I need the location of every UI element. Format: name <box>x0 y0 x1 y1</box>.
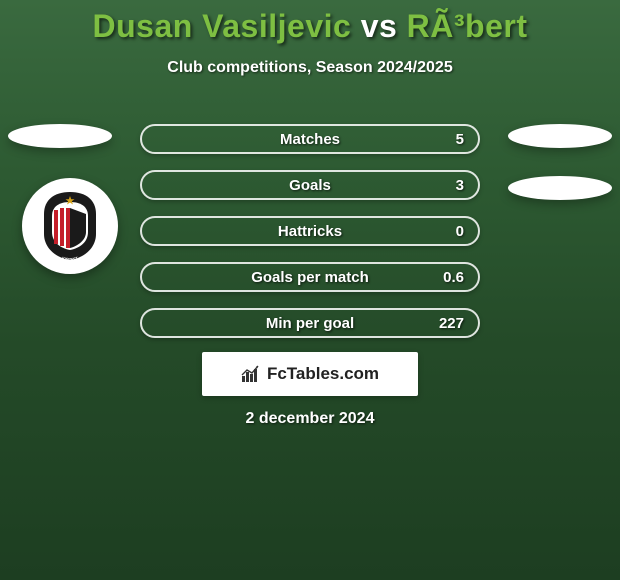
stat-row-min-per-goal: Min per goal 227 <box>140 308 480 338</box>
player-right: RÃ³bert <box>407 8 528 44</box>
vs-text: vs <box>361 8 398 44</box>
stat-label: Hattricks <box>278 223 342 240</box>
stat-row-goals-per-match: Goals per match 0.6 <box>140 262 480 292</box>
subtitle: Club competitions, Season 2024/2025 <box>0 59 620 77</box>
avatar-placeholder-right-1 <box>508 124 612 148</box>
branding-badge[interactable]: FcTables.com <box>202 352 418 396</box>
team-badge: BUDAPEST HONVÉD FC KISPEST <box>22 178 118 274</box>
avatar-placeholder-right-2 <box>508 176 612 200</box>
stat-label: Matches <box>280 131 340 148</box>
date-text: 2 december 2024 <box>0 410 620 428</box>
stat-row-goals: Goals 3 <box>140 170 480 200</box>
stat-row-matches: Matches 5 <box>140 124 480 154</box>
shield-icon: BUDAPEST HONVÉD FC KISPEST <box>40 190 100 262</box>
stat-value: 0.6 <box>443 269 464 286</box>
avatar-placeholder-left <box>8 124 112 148</box>
stat-value: 227 <box>439 315 464 332</box>
stats-panel: Matches 5 Goals 3 Hattricks 0 Goals per … <box>140 124 480 354</box>
stat-label: Min per goal <box>266 315 354 332</box>
stat-value: 5 <box>456 131 464 148</box>
stat-value: 0 <box>456 223 464 240</box>
stat-label: Goals <box>289 177 331 194</box>
page-title: Dusan Vasiljevic vs RÃ³bert <box>0 8 620 45</box>
stat-label: Goals per match <box>251 269 369 286</box>
header: Dusan Vasiljevic vs RÃ³bert Club competi… <box>0 0 620 77</box>
stat-row-hattricks: Hattricks 0 <box>140 216 480 246</box>
player-left: Dusan Vasiljevic <box>92 8 351 44</box>
stat-value: 3 <box>456 177 464 194</box>
branding-text: FcTables.com <box>267 364 379 384</box>
bar-chart-icon <box>241 365 261 383</box>
